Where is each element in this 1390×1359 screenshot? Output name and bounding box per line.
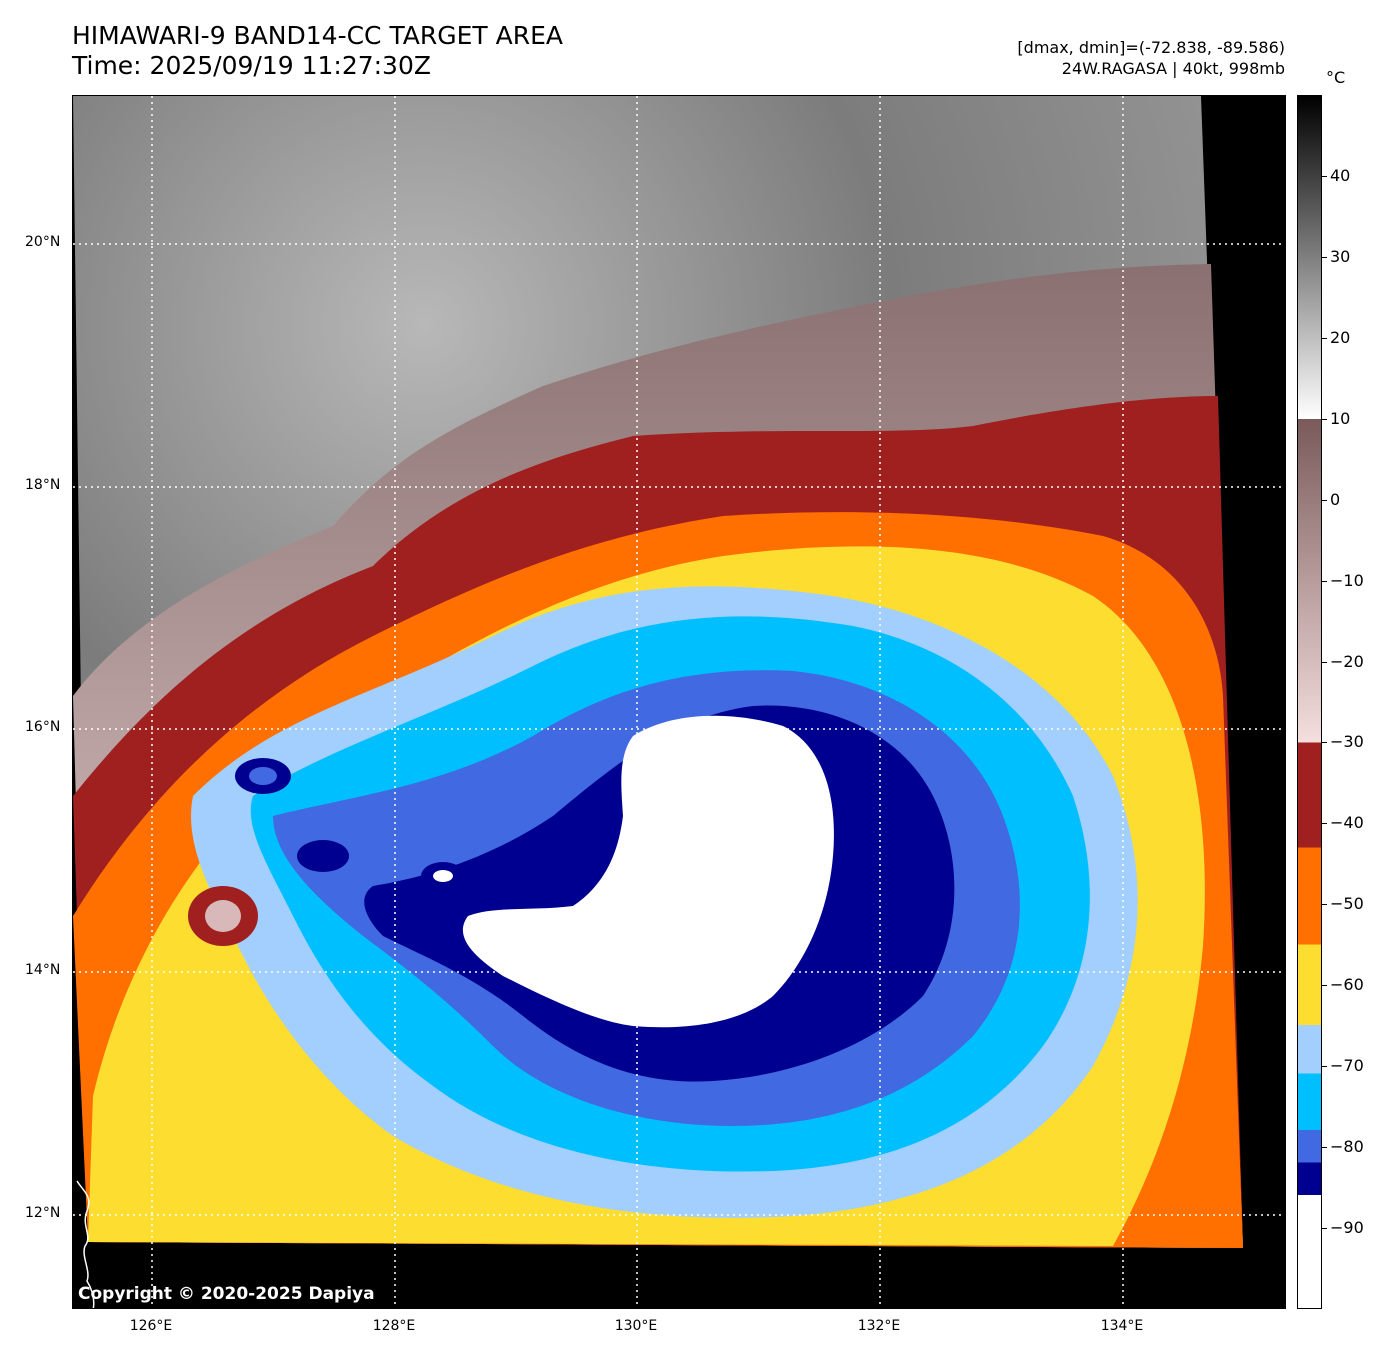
satellite-map bbox=[72, 95, 1286, 1309]
colorbar-tick-label: −50 bbox=[1330, 894, 1364, 914]
colorbar-tick-label: −70 bbox=[1330, 1056, 1364, 1076]
imagery-swath bbox=[73, 96, 1243, 1248]
colorbar-tick-label: −40 bbox=[1330, 813, 1364, 833]
colorbar-unit: °C bbox=[1326, 68, 1346, 87]
colorbar-tick-label: 0 bbox=[1330, 489, 1341, 509]
graticule bbox=[73, 96, 1285, 1308]
colorbar-tick bbox=[1322, 337, 1327, 339]
colorbar-tick bbox=[1322, 1147, 1327, 1149]
colorbar-tick-label: 30 bbox=[1330, 246, 1351, 266]
lat-label: 16°N bbox=[25, 719, 61, 735]
colorbar-tick bbox=[1322, 418, 1327, 420]
colorbar-tick bbox=[1322, 742, 1327, 744]
colorbar-tick bbox=[1322, 499, 1327, 501]
lon-label: 128°E bbox=[372, 1318, 416, 1334]
colorbar-tick bbox=[1322, 256, 1327, 258]
storm-info-text: 24W.RAGASA | 40kt, 998mb bbox=[1061, 59, 1285, 78]
colorbar-tick-label: 20 bbox=[1330, 327, 1351, 347]
data-range-text: [dmax, dmin]=(-72.838, -89.586) bbox=[1017, 38, 1285, 57]
colorbar-tick bbox=[1322, 580, 1327, 582]
lon-label: 126°E bbox=[129, 1318, 173, 1334]
colorbar-tick bbox=[1322, 175, 1327, 177]
colorbar-tick bbox=[1322, 823, 1327, 825]
map-title: HIMAWARI-9 BAND14-CC TARGET AREA bbox=[72, 21, 564, 50]
lon-label: 132°E bbox=[857, 1318, 901, 1334]
lon-label: 130°E bbox=[614, 1318, 658, 1334]
colorbar-tick bbox=[1322, 661, 1327, 663]
lat-label: 14°N bbox=[25, 962, 61, 978]
colorbar-tick-label: −60 bbox=[1330, 975, 1364, 995]
colorbar-tick-label: −90 bbox=[1330, 1218, 1364, 1238]
colorbar-tick bbox=[1322, 904, 1327, 906]
colorbar-tick bbox=[1322, 1228, 1327, 1230]
map-timestamp: Time: 2025/09/19 11:27:30Z bbox=[72, 51, 431, 80]
lon-label: 134°E bbox=[1100, 1318, 1144, 1334]
ir-imagery bbox=[73, 96, 1285, 1308]
colorbar-tick-label: 10 bbox=[1330, 408, 1351, 428]
colorbar-tick-label: −20 bbox=[1330, 651, 1364, 671]
colorbar-tick-label: −30 bbox=[1330, 732, 1364, 752]
lat-label: 12°N bbox=[25, 1205, 61, 1221]
colorbar-tick-label: 40 bbox=[1330, 165, 1351, 185]
colorbar-tick bbox=[1322, 985, 1327, 987]
colorbar-tick-label: −10 bbox=[1330, 570, 1364, 590]
lat-label: 18°N bbox=[25, 477, 61, 493]
colorbar-tick bbox=[1322, 1066, 1327, 1068]
copyright-text: Copyright © 2020-2025 Dapiya bbox=[78, 1284, 375, 1304]
convective-cell bbox=[297, 840, 349, 872]
colorbar-tick-label: −80 bbox=[1330, 1137, 1364, 1157]
colorbar bbox=[1297, 95, 1322, 1309]
coastline bbox=[76, 1180, 95, 1308]
lat-label: 20°N bbox=[25, 234, 61, 250]
cold-core bbox=[462, 715, 834, 1028]
